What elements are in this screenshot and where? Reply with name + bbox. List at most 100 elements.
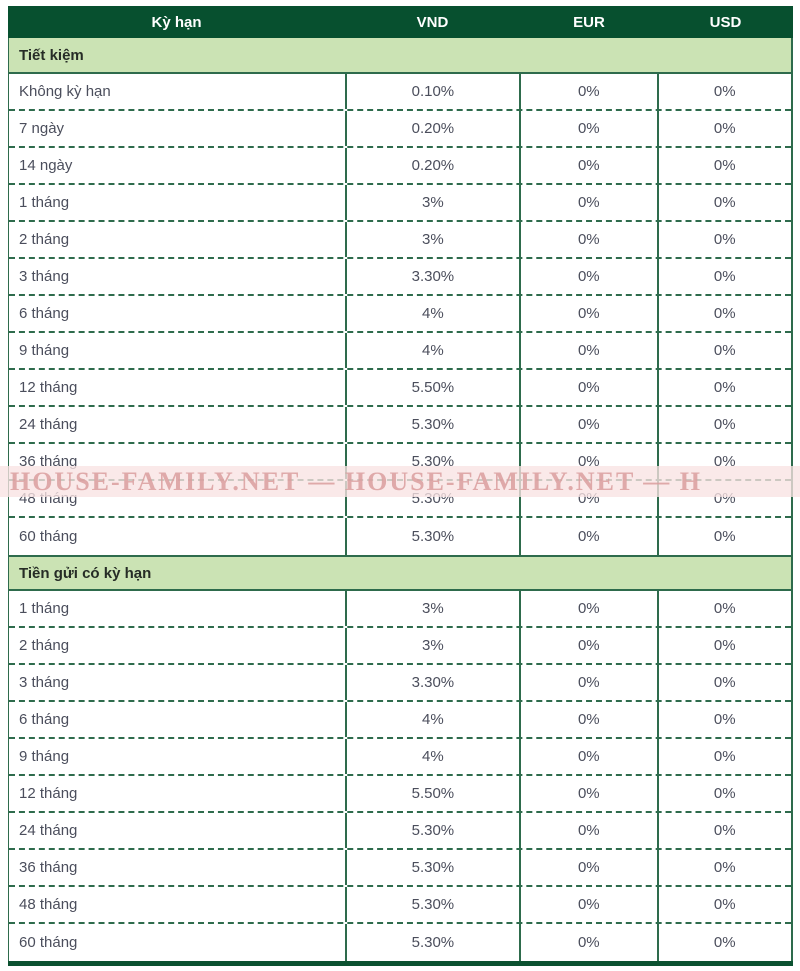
rate-cell-vnd: 5.30%: [344, 887, 519, 922]
rate-cell-vnd: 3%: [344, 591, 519, 626]
rate-cell-vnd: 5.30%: [344, 813, 519, 848]
term-cell: 12 tháng: [19, 379, 78, 396]
rate-cell-vnd: 5.30%: [344, 850, 519, 885]
rate-cell-vnd: 5.50%: [344, 776, 519, 811]
rate-cell-eur: 0%: [519, 185, 656, 220]
header-cell-usd: USD: [709, 13, 742, 31]
rate-cell-eur: 0%: [519, 444, 656, 479]
rate-cell-usd: 0%: [656, 850, 791, 885]
rate-cell-eur: 0%: [519, 850, 656, 885]
rate-cell-vnd: 4%: [344, 333, 519, 368]
table-row: 36 tháng 5.30% 0% 0%: [9, 850, 791, 887]
term-cell: 60 tháng: [19, 528, 78, 545]
rate-cell-vnd: 4%: [344, 702, 519, 737]
section-header: Tiền gửi có kỳ hạn: [8, 555, 793, 591]
header-cell-eur: EUR: [573, 13, 605, 31]
rate-cell-eur: 0%: [519, 628, 656, 663]
table-header: Kỳ hạn VND EUR USD: [8, 6, 793, 38]
term-cell: 2 tháng: [19, 231, 70, 248]
rate-cell-usd: 0%: [656, 665, 791, 700]
term-cell: 48 tháng: [19, 896, 78, 913]
term-cell: 9 tháng: [19, 748, 70, 765]
rate-cell-usd: 0%: [656, 739, 791, 774]
table-row: 60 tháng 5.30% 0% 0%: [9, 924, 791, 961]
rate-cell-vnd: 3.30%: [344, 259, 519, 294]
rate-cell-vnd: 3.30%: [344, 665, 519, 700]
rate-cell-eur: 0%: [519, 702, 656, 737]
rate-cell-eur: 0%: [519, 74, 656, 109]
table-row: 24 tháng 5.30% 0% 0%: [9, 407, 791, 444]
term-cell: 7 ngày: [19, 120, 65, 137]
table-row: 6 tháng 4% 0% 0%: [9, 702, 791, 739]
rate-cell-eur: 0%: [519, 222, 656, 257]
rate-cell-eur: 0%: [519, 887, 656, 922]
term-cell: 6 tháng: [19, 711, 70, 728]
rate-cell-usd: 0%: [656, 518, 791, 555]
table-row: 7 ngày 0.20% 0% 0%: [9, 111, 791, 148]
watermark: HOUSE-FAMILY.NET — HOUSE-FAMILY.NET — H: [0, 466, 800, 497]
table-row: 24 tháng 5.30% 0% 0%: [9, 813, 791, 850]
rate-cell-vnd: 0.20%: [344, 148, 519, 183]
rate-cell-vnd: 3%: [344, 185, 519, 220]
term-cell: 60 tháng: [19, 934, 78, 951]
rate-cell-vnd: 5.30%: [344, 518, 519, 555]
rate-cell-vnd: 3%: [344, 628, 519, 663]
term-cell: 24 tháng: [19, 822, 78, 839]
rate-cell-usd: 0%: [656, 259, 791, 294]
rate-cell-usd: 0%: [656, 370, 791, 405]
table-row: 12 tháng 5.50% 0% 0%: [9, 776, 791, 813]
rate-cell-eur: 0%: [519, 591, 656, 626]
rate-cell-eur: 0%: [519, 296, 656, 331]
rate-cell-vnd: 0.20%: [344, 111, 519, 146]
table-row: 1 tháng 3% 0% 0%: [9, 185, 791, 222]
table-row: 1 tháng 3% 0% 0%: [9, 591, 791, 628]
rate-cell-usd: 0%: [656, 628, 791, 663]
table-row: 3 tháng 3.30% 0% 0%: [9, 665, 791, 702]
rate-cell-vnd: 5.30%: [344, 924, 519, 961]
term-cell: 9 tháng: [19, 342, 70, 359]
rate-cell-vnd: 4%: [344, 739, 519, 774]
rate-cell-vnd: 0.10%: [344, 74, 519, 109]
rate-cell-usd: 0%: [656, 333, 791, 368]
rate-cell-eur: 0%: [519, 739, 656, 774]
term-cell: 36 tháng: [19, 859, 78, 876]
section-header: Tiết kiệm: [8, 38, 793, 74]
rate-cell-vnd: 5.30%: [344, 407, 519, 442]
rate-cell-vnd: 4%: [344, 296, 519, 331]
rate-cell-eur: 0%: [519, 407, 656, 442]
term-cell: Không kỳ hạn: [19, 83, 111, 100]
section-rows: 1 tháng 3% 0% 0% 2 tháng 3% 0% 0% 3 tháng 3.30% 0%…: [8, 591, 793, 961]
rate-cell-eur: 0%: [519, 148, 656, 183]
rate-cell-eur: 0%: [519, 259, 656, 294]
rate-cell-usd: 0%: [656, 887, 791, 922]
term-cell: 1 tháng: [19, 194, 70, 211]
rate-cell-eur: 0%: [519, 111, 656, 146]
table-row: 9 tháng 4% 0% 0%: [9, 333, 791, 370]
rate-cell-eur: 0%: [519, 924, 656, 961]
rate-cell-eur: 0%: [519, 813, 656, 848]
rate-cell-eur: 0%: [519, 665, 656, 700]
rate-cell-usd: 0%: [656, 74, 791, 109]
table-row: 6 tháng 4% 0% 0%: [9, 296, 791, 333]
table-row: 60 tháng 5.30% 0% 0%: [9, 518, 791, 555]
rate-cell-usd: 0%: [656, 924, 791, 961]
table-row: 2 tháng 3% 0% 0%: [9, 222, 791, 259]
rate-cell-usd: 0%: [656, 813, 791, 848]
rate-cell-usd: 0%: [656, 702, 791, 737]
table-row: 12 tháng 5.50% 0% 0%: [9, 370, 791, 407]
rate-cell-usd: 0%: [656, 185, 791, 220]
table-row: 2 tháng 3% 0% 0%: [9, 628, 791, 665]
rate-cell-vnd: 3%: [344, 222, 519, 257]
rate-cell-usd: 0%: [656, 111, 791, 146]
term-cell: 14 ngày: [19, 157, 73, 174]
table-body: Tiết kiệm Không kỳ hạn 0.10% 0% 0% 7 ngày 0.20…: [8, 38, 793, 961]
rate-cell-usd: 0%: [656, 148, 791, 183]
rate-cell-eur: 0%: [519, 518, 656, 555]
rate-cell-eur: 0%: [519, 333, 656, 368]
table-row: 48 tháng 5.30% 0% 0%: [9, 887, 791, 924]
term-cell: 6 tháng: [19, 305, 70, 322]
table-row: 9 tháng 4% 0% 0%: [9, 739, 791, 776]
term-cell: 12 tháng: [19, 785, 78, 802]
rate-cell-vnd: 5.50%: [344, 370, 519, 405]
header-cell-vnd: VND: [416, 13, 449, 31]
